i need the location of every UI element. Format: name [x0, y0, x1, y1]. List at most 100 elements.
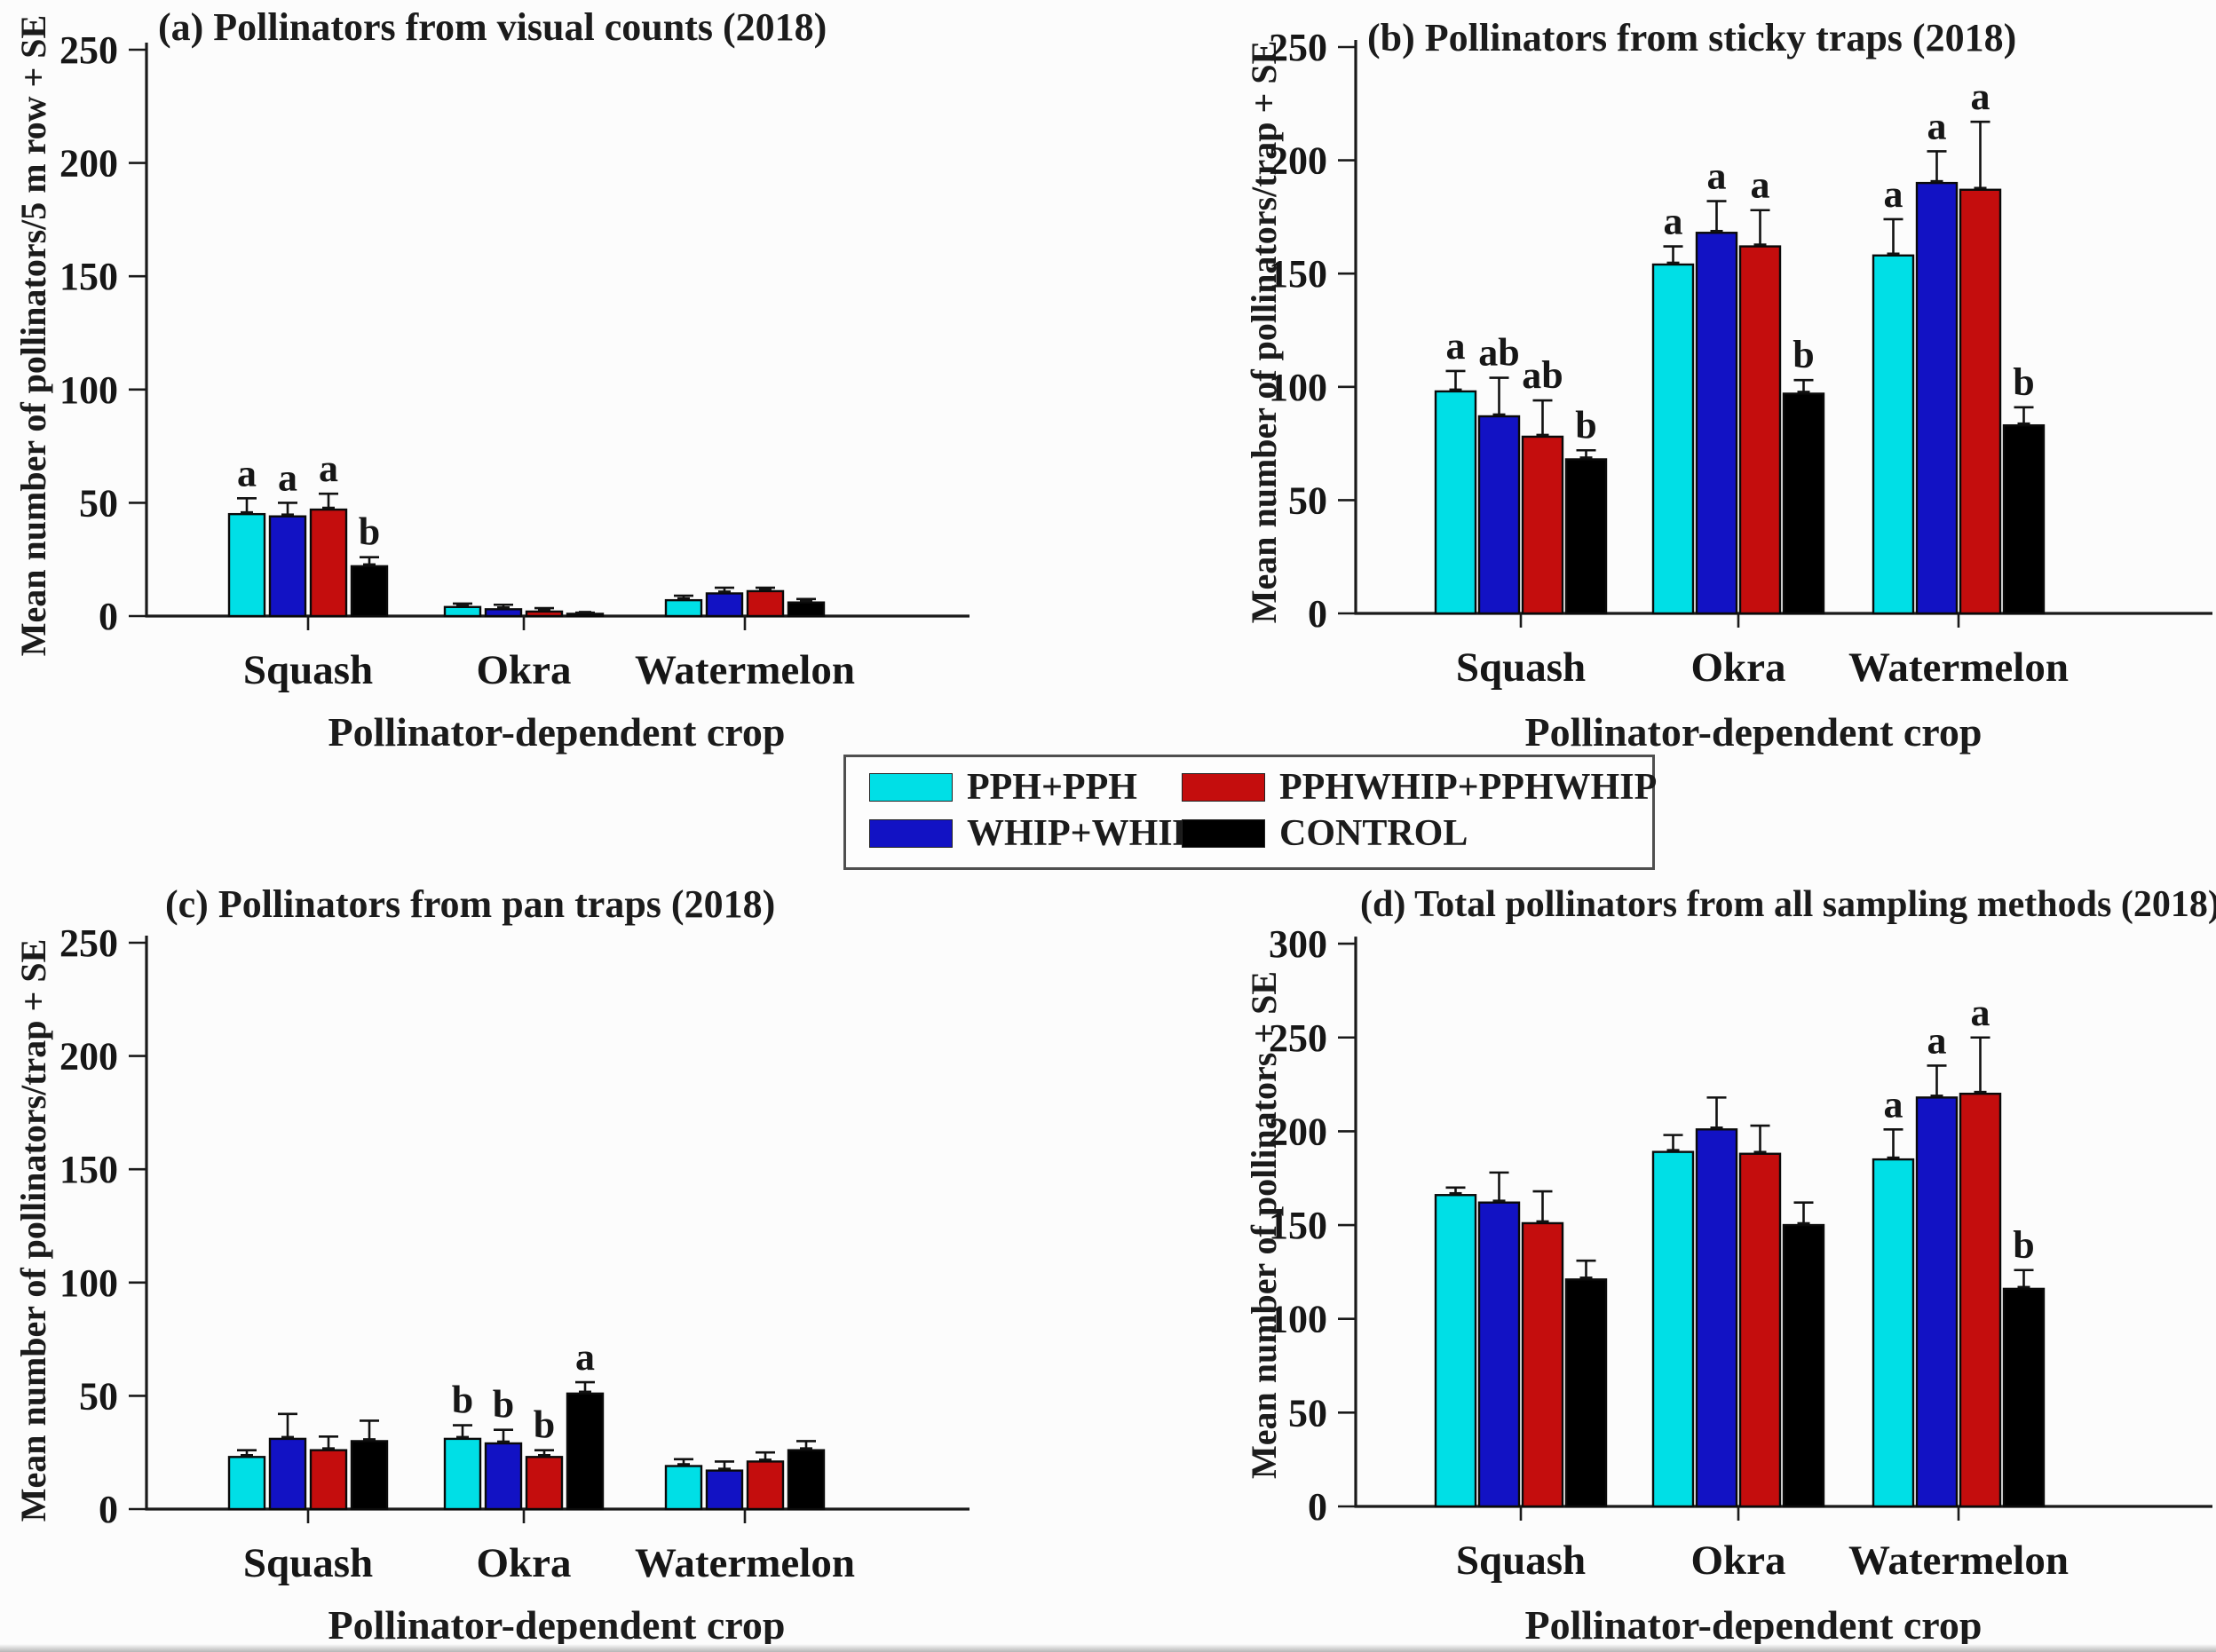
sig-letter: a — [237, 451, 257, 494]
sig-letter: a — [1971, 75, 1990, 118]
bar-d-Watermelon-PPH+PPH — [1872, 1158, 1915, 1508]
legend-item-whip-whip: WHIP+WHIP — [869, 814, 1195, 853]
y-tick-label: 50 — [79, 481, 118, 525]
sig-letter: a — [1971, 991, 1990, 1034]
bar-c-Squash-PPH+PPH — [227, 1456, 266, 1511]
bar-b-Watermelon-WHIP+WHIP — [1915, 181, 1959, 615]
sig-letter: b — [2013, 1223, 2034, 1267]
bar-c-Squash-WHIP+WHIP — [268, 1437, 307, 1511]
y-tick-label: 150 — [59, 1148, 118, 1191]
bar-d-Squash-PPH+PPH — [1434, 1194, 1477, 1508]
bar-a-Okra-PPH+PPH — [443, 605, 482, 618]
legend-label-pphwhip-pphwhip: PPHWHIP+PPHWHIP — [1279, 767, 1658, 808]
sig-letter: a — [278, 455, 297, 499]
panel-b-title: (b) Pollinators from sticky traps (2018) — [1367, 16, 2017, 59]
category-label: Okra — [476, 647, 571, 693]
bar-d-Okra-PPHWHIP+PPHWHIP — [1738, 1152, 1782, 1508]
bar-d-Watermelon-WHIP+WHIP — [1915, 1096, 1959, 1508]
y-tick-label: 100 — [1269, 366, 1327, 409]
y-tick-label: 100 — [59, 1261, 118, 1305]
bar-d-Watermelon-CONTROL — [2002, 1287, 2046, 1508]
bar-c-Okra-CONTROL — [566, 1392, 605, 1511]
category-label: Squash — [243, 1540, 373, 1586]
bar-d-Okra-WHIP+WHIP — [1695, 1128, 1738, 1508]
y-tick-label: 200 — [1269, 139, 1327, 183]
legend-item-pphwhip-pphwhip: PPHWHIP+PPHWHIP — [1182, 768, 1657, 807]
legend-label-pph-pph: PPH+PPH — [967, 767, 1137, 808]
bar-a-Watermelon-PPHWHIP+PPHWHIP — [746, 589, 785, 618]
bar-b-Squash-WHIP+WHIP — [1477, 415, 1521, 615]
y-tick-label: 150 — [1269, 1204, 1327, 1247]
panel-d-x-axis-title: Pollinator-dependent crop — [1524, 1602, 1983, 1648]
sig-letter: a — [1884, 172, 1903, 216]
category-label: Watermelon — [1848, 644, 2069, 691]
y-tick-label: 300 — [1269, 922, 1327, 966]
bar-a-Okra-CONTROL — [566, 613, 605, 618]
bar-c-Watermelon-CONTROL — [787, 1449, 826, 1511]
category-label: Watermelon — [635, 647, 855, 693]
y-tick-label: 50 — [1288, 1391, 1327, 1435]
sig-letter: a — [1664, 200, 1683, 243]
sig-letter: a — [1884, 1082, 1903, 1126]
bar-d-Okra-PPH+PPH — [1651, 1150, 1695, 1508]
bar-c-Watermelon-WHIP+WHIP — [705, 1469, 744, 1511]
sig-letter: b — [452, 1379, 473, 1422]
bar-a-Watermelon-WHIP+WHIP — [705, 592, 744, 618]
legend-label-whip-whip: WHIP+WHIP — [967, 813, 1196, 854]
sig-letter: b — [2013, 360, 2034, 404]
category-label: Watermelon — [635, 1540, 855, 1586]
bar-c-Okra-WHIP+WHIP — [484, 1442, 523, 1511]
y-tick-label: 250 — [1269, 1016, 1327, 1060]
sig-letter: b — [359, 510, 380, 554]
legend-label-control: CONTROL — [1279, 813, 1468, 854]
bar-d-Watermelon-PPHWHIP+PPHWHIP — [1959, 1092, 2002, 1508]
legend-swatch-pphwhip-pphwhip — [1182, 773, 1265, 802]
bar-a-Squash-CONTROL — [350, 565, 389, 618]
bar-b-Okra-WHIP+WHIP — [1695, 232, 1738, 615]
y-tick-label: 50 — [1288, 478, 1327, 522]
bar-a-Squash-PPHWHIP+PPHWHIP — [309, 508, 348, 618]
panel-d-y-axis-title: Mean number of pollinators + SE — [1244, 970, 1284, 1480]
bar-a-Okra-PPHWHIP+PPHWHIP — [525, 610, 564, 618]
sig-letter: a — [1927, 104, 1947, 147]
bar-b-Squash-PPH+PPH — [1434, 390, 1477, 615]
bar-a-Okra-WHIP+WHIP — [484, 608, 523, 618]
sig-letter: b — [1575, 403, 1596, 447]
bar-b-Watermelon-PPH+PPH — [1872, 254, 1915, 615]
category-label: Watermelon — [1848, 1537, 2069, 1584]
bar-c-Watermelon-PPH+PPH — [664, 1465, 703, 1511]
sig-letter: a — [575, 1335, 595, 1379]
bar-c-Okra-PPHWHIP+PPHWHIP — [525, 1456, 564, 1511]
y-tick-label: 150 — [1269, 252, 1327, 296]
panel-a-title: (a) Pollinators from visual counts (2018… — [158, 5, 827, 49]
panel-b-y-axis-title: Mean number of pollinators/trap + SE — [1244, 40, 1284, 624]
y-tick-label: 200 — [1269, 1110, 1327, 1153]
category-label: Squash — [1456, 644, 1586, 691]
panel-c-y-axis-title: Mean number of pollinators/trap + SE — [13, 938, 53, 1522]
bar-a-Squash-WHIP+WHIP — [268, 515, 307, 618]
bar-d-Squash-WHIP+WHIP — [1477, 1201, 1521, 1508]
y-tick-label: 100 — [59, 368, 118, 412]
y-tick-label: 250 — [59, 921, 118, 965]
sig-letter: ab — [1478, 331, 1519, 375]
legend-swatch-control — [1182, 819, 1265, 848]
sig-letter: b — [534, 1403, 555, 1447]
bar-b-Watermelon-PPHWHIP+PPHWHIP — [1959, 188, 2002, 615]
bar-d-Squash-CONTROL — [1564, 1278, 1608, 1508]
bar-a-Watermelon-CONTROL — [787, 601, 826, 618]
bar-c-Watermelon-PPHWHIP+PPHWHIP — [746, 1460, 785, 1511]
panel-c-title: (c) Pollinators from pan traps (2018) — [165, 882, 776, 926]
sig-letter: a — [319, 447, 338, 490]
sig-letter: b — [1793, 333, 1814, 376]
y-tick-label: 0 — [1308, 592, 1327, 636]
y-tick-label: 200 — [59, 1035, 118, 1079]
y-tick-label: 0 — [99, 1488, 118, 1531]
y-tick-label: 250 — [1269, 26, 1327, 69]
category-label: Okra — [1690, 644, 1785, 691]
bar-a-Watermelon-PPH+PPH — [664, 598, 703, 618]
bar-c-Okra-PPH+PPH — [443, 1437, 482, 1511]
panel-c-x-axis-title: Pollinator-dependent crop — [328, 1602, 786, 1648]
bar-c-Squash-PPHWHIP+PPHWHIP — [309, 1449, 348, 1511]
legend-item-control: CONTROL — [1182, 814, 1468, 853]
